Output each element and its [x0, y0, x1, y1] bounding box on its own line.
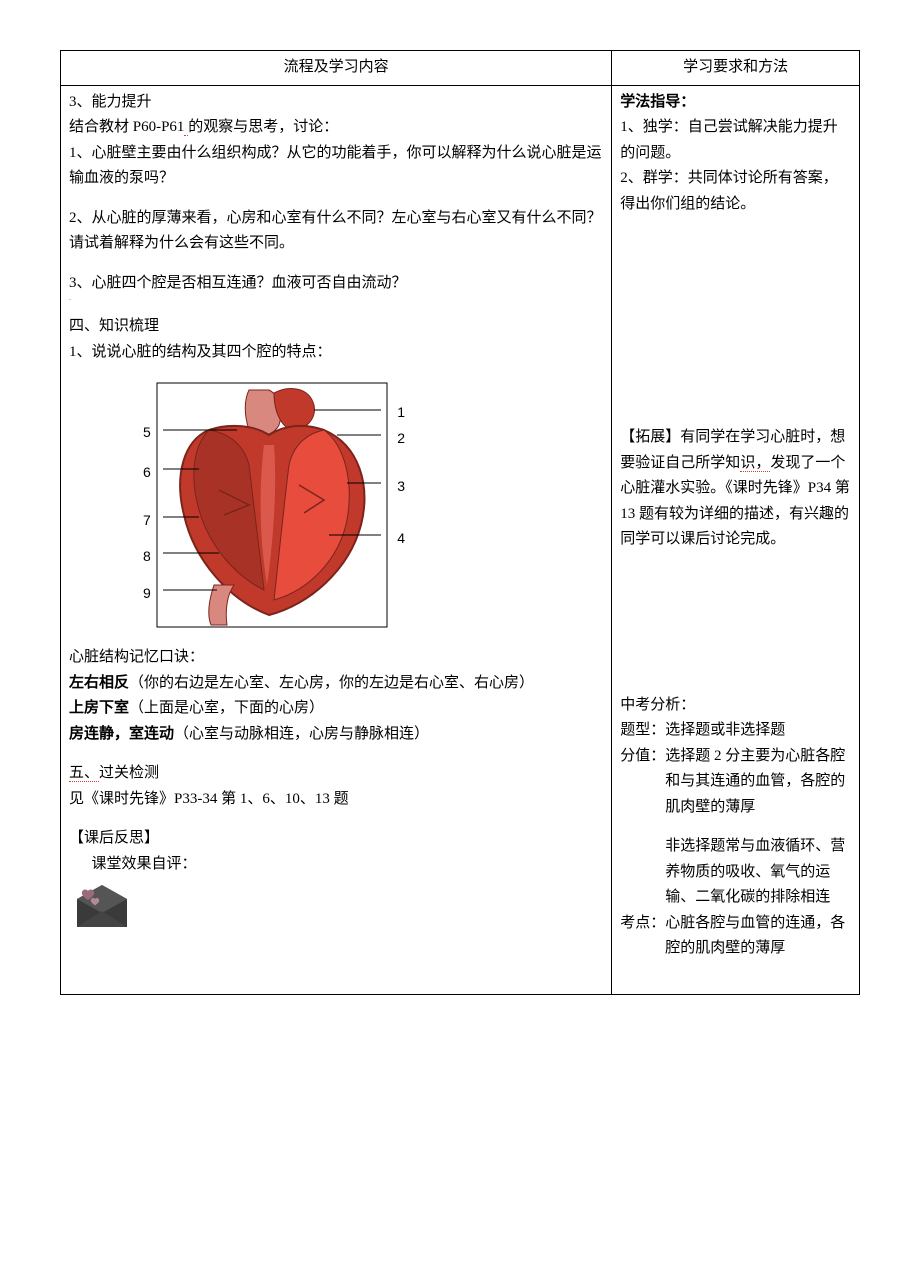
exam-point: 考点：心脏各腔与血管的连通，各腔的肌肉壁的薄厚 [620, 911, 851, 962]
section3-q1: 1、心脏壁主要由什么组织构成？从它的功能着手，你可以解释为什么说心脏是运输血液的… [69, 141, 603, 192]
section3-q3: 3、心脏四个腔是否相互连通？血液可否自由流动？ [69, 271, 603, 297]
heart-label-6: 6 [143, 461, 151, 485]
heart-label-2: 2 [397, 427, 405, 451]
mnemonic-line1: 左右相反（你的右边是左心室、左心房，你的左边是右心室、右心房） [69, 671, 603, 697]
header-row: 流程及学习内容 学习要求和方法 [61, 51, 860, 86]
mnemonic-line1-rest: （你的右边是左心室、左心房，你的左边是右心室、右心房） [129, 675, 534, 691]
header-right: 学习要求和方法 [612, 51, 860, 86]
section5-text: 见《课时先锋》P33-34 第 1、6、10、13 题 [69, 787, 603, 813]
heart-label-1: 1 [397, 401, 405, 425]
right-cell: 学法指导： 1、独学：自己尝试解决能力提升的问题。 2、群学：共同体讨论所有答案… [612, 85, 860, 994]
section3-intro-a: 结合教材 P60-P61 [69, 119, 184, 135]
expand-text: 【拓展】有同学在学习心脏时，想要验证自己所学知识，发现了一个心脏灌水实验。《课时… [620, 425, 851, 553]
section4-title: 四、知识梳理 [69, 314, 603, 340]
heart-label-4: 4 [397, 527, 405, 551]
heart-diagram: 1 2 3 4 5 6 7 8 9 [99, 375, 429, 635]
heart-label-3: 3 [397, 475, 405, 499]
mnemonic-line1-bold: 左右相反 [69, 675, 129, 691]
section5-title: 五、过关检测 [69, 761, 603, 787]
header-left: 流程及学习内容 [61, 51, 612, 86]
exam-type: 题型：选择题或非选择题 [620, 718, 851, 744]
mnemonic-line2-rest: （上面是心室，下面的心房） [129, 700, 324, 716]
envelope-icon [73, 883, 603, 941]
heart-label-5: 5 [143, 421, 151, 445]
mnemonic-line3: 房连静，室连动（心室与动脉相连，心房与静脉相连） [69, 722, 603, 748]
section3-intro: 结合教材 P60-P61 的观察与思考，讨论： [69, 115, 603, 141]
left-cell: 3、能力提升 结合教材 P60-P61 的观察与思考，讨论： 1、心脏壁主要由什… [61, 85, 612, 994]
reflect-text: 课堂效果自评： [69, 852, 603, 878]
section3-q2: 2、从心脏的厚薄来看，心房和心室有什么不同？左心室与右心室又有什么不同？请试着解… [69, 206, 603, 257]
worksheet-table: 流程及学习内容 学习要求和方法 3、能力提升 结合教材 P60-P61 的观察与… [60, 50, 860, 995]
exam-title: 中考分析： [620, 693, 851, 719]
mnemonic-line2-bold: 上房下室 [69, 700, 129, 716]
section3-intro-b: 的观察与思考，讨论： [188, 119, 338, 135]
body-row: 3、能力提升 结合教材 P60-P61 的观察与思考，讨论： 1、心脏壁主要由什… [61, 85, 860, 994]
guide-title: 学法指导： [620, 90, 851, 116]
mnemonic-title: 心脏结构记忆口诀： [69, 645, 603, 671]
exam-score: 分值：选择题 2 分主要为心脏各腔和与其连通的血管，各腔的肌肉壁的薄厚 [620, 744, 851, 821]
heart-label-8: 8 [143, 545, 151, 569]
mnemonic-line2: 上房下室（上面是心室，下面的心房） [69, 696, 603, 722]
heart-label-9: 9 [143, 582, 151, 606]
exam-nonchoice: 非选择题常与血液循环、营养物质的吸收、氧气的运输、二氧化碳的排除相连 [620, 834, 851, 911]
guide-2: 2、群学：共同体讨论所有答案，得出你们组的结论。 [620, 166, 851, 217]
section3-title: 3、能力提升 [69, 90, 603, 116]
expand-b: 识， [740, 455, 770, 472]
heart-label-7: 7 [143, 509, 151, 533]
section4-item1: 1、说说心脏的结构及其四个腔的特点： [69, 340, 603, 366]
reflect-title: 【课后反思】 [69, 826, 603, 852]
mnemonic-line3-rest: （心室与动脉相连，心房与静脉相连） [174, 726, 429, 742]
section5-title-b: 过关检测 [99, 765, 159, 781]
guide-1: 1、独学：自己尝试解决能力提升的问题。 [620, 115, 851, 166]
mnemonic-line3-bold: 房连静，室连动 [69, 726, 174, 742]
section5-title-a: 五、 [69, 765, 99, 782]
